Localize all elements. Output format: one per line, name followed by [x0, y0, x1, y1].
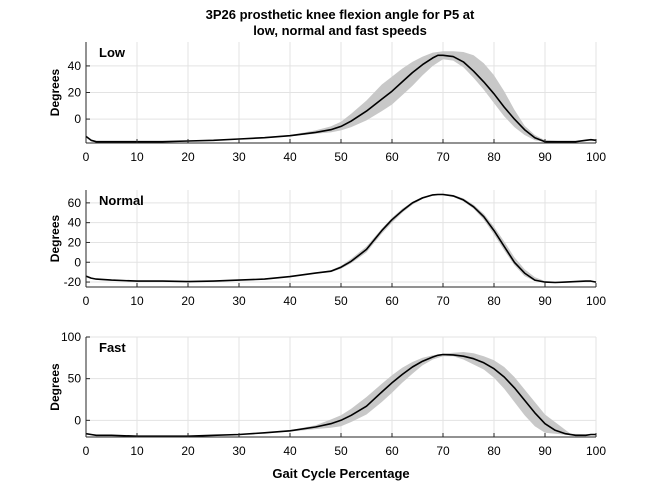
y-axis-label-low: Degrees [48, 69, 62, 117]
x-tick-label: 50 [334, 150, 348, 164]
x-tick-label: 20 [181, 294, 195, 308]
panel-low: 0 10 20 30 40 50 60 70 80 90 100 0 20 40 Degrees Low [48, 42, 606, 164]
chart-title-line-2: low, normal and fast speeds [253, 23, 427, 38]
x-tick-label: 10 [130, 294, 144, 308]
x-tick-label: 90 [538, 150, 552, 164]
x-tick-label: 30 [232, 150, 246, 164]
x-tick-label: 100 [586, 150, 606, 164]
mean-line-low [85, 54, 597, 143]
x-tick-label: 100 [586, 294, 606, 308]
x-tick-label: 60 [385, 444, 399, 458]
x-tick-label: 80 [487, 294, 501, 308]
x-tick-label: 70 [436, 150, 450, 164]
x-tick-label: 0 [83, 444, 90, 458]
x-axis-label: Gait Cycle Percentage [272, 466, 409, 481]
x-tick-label: 80 [487, 150, 501, 164]
confidence-band-low [86, 51, 596, 142]
x-tick-label: 50 [334, 294, 348, 308]
x-tick-label: 100 [586, 444, 606, 458]
y-tick-label: 100 [61, 330, 81, 344]
x-tick-label: 60 [385, 294, 399, 308]
mean-line-fast [85, 353, 596, 438]
panel-label-normal: Normal [99, 193, 144, 208]
y-tick-label: 0 [74, 112, 81, 126]
y-tick-label: 50 [68, 372, 82, 386]
y-tick-label: -20 [64, 275, 82, 289]
x-tick-label: 70 [436, 294, 450, 308]
x-tick-label: 70 [436, 444, 450, 458]
x-tick-label: 90 [538, 444, 552, 458]
x-tick-label: 50 [334, 444, 348, 458]
y-tick-label: 60 [68, 196, 82, 210]
mean-line-normal [85, 193, 597, 284]
y-tick-label: 40 [68, 59, 82, 73]
panel-fast: 0 10 20 30 40 50 60 70 80 90 100 0 50 100 Degrees Fast [48, 330, 606, 458]
x-tick-label: 10 [130, 150, 144, 164]
x-tick-label: 80 [487, 444, 501, 458]
y-axis-label-normal: Degrees [48, 215, 62, 263]
x-tick-label: 10 [130, 444, 144, 458]
x-tick-label: 40 [283, 294, 297, 308]
panel-label-fast: Fast [99, 340, 126, 355]
x-tick-label: 40 [283, 444, 297, 458]
y-axis-label-fast: Degrees [48, 363, 62, 411]
x-tick-label: 90 [538, 294, 552, 308]
x-tick-label: 30 [232, 444, 246, 458]
x-tick-label: 60 [385, 150, 399, 164]
y-tick-label: 20 [68, 235, 82, 249]
x-tick-label: 30 [232, 294, 246, 308]
x-tick-label: 20 [181, 444, 195, 458]
x-tick-label: 20 [181, 150, 195, 164]
y-tick-label: 20 [68, 86, 82, 100]
x-tick-label: 40 [283, 150, 297, 164]
y-tick-label: 40 [68, 216, 82, 230]
x-tick-label: 0 [83, 294, 90, 308]
x-tick-label: 0 [83, 150, 90, 164]
panel-normal: 0 10 20 30 40 50 60 70 80 90 100-200204060DegreesN… [48, 190, 606, 308]
chart-title-line-1: 3P26 prosthetic knee flexion angle for P… [206, 7, 475, 22]
y-tick-label: 0 [74, 255, 81, 269]
panel-label-low: Low [99, 45, 126, 60]
confidence-band-fast [86, 352, 596, 437]
y-tick-label: 0 [74, 413, 81, 427]
